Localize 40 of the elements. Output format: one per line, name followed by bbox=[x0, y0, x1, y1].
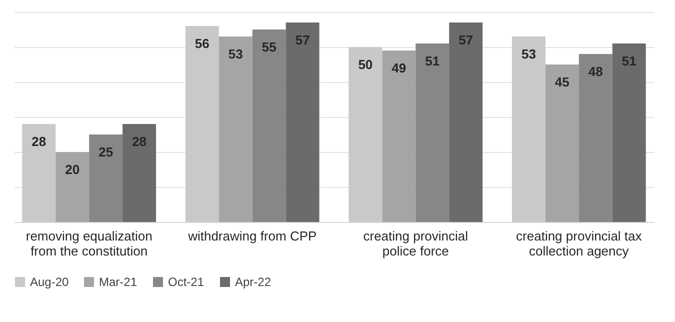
bar bbox=[218, 36, 252, 222]
data-label: 50 bbox=[358, 57, 373, 72]
x-tick-label: creating provincial police force bbox=[363, 228, 468, 258]
bar bbox=[612, 44, 646, 222]
data-label: 51 bbox=[622, 54, 636, 68]
bar bbox=[185, 26, 219, 222]
bar bbox=[122, 124, 156, 222]
bar bbox=[22, 124, 56, 222]
bar bbox=[382, 50, 416, 222]
data-label: 56 bbox=[194, 36, 210, 51]
bar bbox=[416, 44, 450, 222]
bar bbox=[348, 47, 382, 222]
legend-label: Oct-21 bbox=[168, 275, 204, 289]
data-label: 51 bbox=[425, 54, 440, 68]
data-label: 55 bbox=[262, 40, 276, 54]
data-label: 57 bbox=[458, 32, 474, 48]
x-tick-label: removing equalization from the constitution bbox=[26, 228, 152, 258]
bar bbox=[56, 152, 90, 222]
bar bbox=[449, 22, 483, 222]
bar bbox=[545, 64, 579, 222]
bar bbox=[578, 54, 612, 222]
bar bbox=[286, 22, 320, 222]
bar bbox=[512, 36, 546, 222]
data-label: 28 bbox=[132, 134, 147, 149]
legend-label: Apr-22 bbox=[235, 275, 272, 289]
data-label: 57 bbox=[295, 32, 310, 48]
data-label: 53 bbox=[228, 46, 243, 62]
data-label: 48 bbox=[588, 64, 603, 79]
data-label: 53 bbox=[521, 46, 536, 62]
legend-label: Aug-20 bbox=[30, 275, 70, 289]
data-label: 25 bbox=[98, 144, 114, 160]
x-tick-label: withdrawing from CPP bbox=[187, 228, 317, 244]
data-label: 28 bbox=[32, 134, 46, 149]
x-tick-label: creating provincial tax collection agency bbox=[516, 228, 642, 258]
data-label: 49 bbox=[392, 60, 406, 76]
data-label: 45 bbox=[554, 74, 570, 90]
data-label: 20 bbox=[65, 162, 80, 177]
bar bbox=[252, 30, 286, 222]
legend-label: Mar-21 bbox=[99, 275, 138, 289]
bar bbox=[89, 134, 123, 222]
